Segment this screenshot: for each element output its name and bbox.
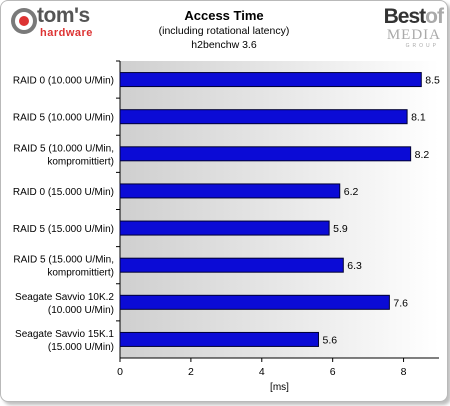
value-label-4: 6.2	[344, 186, 359, 198]
bar-8	[119, 331, 319, 347]
chart-title-block: Access Time (including rotational latenc…	[1, 8, 447, 52]
logo-left-sub: hardware	[40, 27, 93, 39]
toms-hardware-logo: tom's hardware	[7, 3, 113, 43]
category-label-8: Seagate Savvio 15K.1 (15.000 U/Min)	[15, 329, 114, 353]
bar-7	[119, 294, 390, 310]
logo-right-best: Bestof	[383, 5, 444, 28]
bar-chart: 8.5 RAID 0 (10.000 U/Min) 8.1 RAID 5 (10.00…	[13, 60, 440, 393]
value-label-1: 8.5	[425, 75, 440, 87]
logo-right-group: GROUP	[405, 43, 439, 49]
category-label-4: RAID 0 (15.000 U/Min)	[13, 187, 114, 198]
category-label-5: RAID 5 (15.000 U/Min)	[13, 224, 114, 235]
category-label-7: Seagate Savvio 10K.2 (10.000 U/Min)	[15, 292, 114, 316]
value-label-5: 5.9	[333, 223, 348, 235]
chart-subtitle-2: h2benchw 3.6	[191, 39, 257, 51]
x-tick-label-0: 0	[117, 366, 123, 378]
x-tick-label-2: 2	[188, 366, 194, 378]
logo-right-media: MEDIA	[386, 27, 441, 43]
category-label-3: RAID 5 (10.000 U/Min, kompromittiert)	[13, 143, 114, 167]
x-tick-label-6: 6	[330, 366, 336, 378]
bar-3	[119, 146, 412, 162]
plot-area	[120, 61, 439, 358]
toms-hardware-logo-icon	[11, 8, 37, 34]
x-axis-label: [ms]	[270, 382, 289, 393]
value-label-8: 5.6	[322, 334, 337, 346]
logo-left-name: tom's	[37, 4, 90, 27]
chart-subtitle: (including rotational latency)	[158, 25, 290, 37]
category-label-6: RAID 5 (15.000 U/Min, kompromittiert)	[13, 255, 114, 279]
bar-4	[119, 183, 341, 199]
best-of-media-logo: Bestof MEDIA GROUP	[377, 5, 444, 51]
bar-1	[119, 72, 422, 88]
value-label-2: 8.1	[411, 112, 426, 124]
chart-title: Access Time	[184, 8, 264, 23]
bar-2	[119, 109, 408, 125]
bar-6	[119, 257, 344, 273]
bar-5	[119, 220, 330, 236]
x-tick-label-8: 8	[401, 366, 407, 378]
value-label-6: 6.3	[347, 260, 362, 272]
value-label-7: 7.6	[393, 297, 408, 309]
x-tick-label-4: 4	[259, 366, 265, 378]
value-label-3: 8.2	[415, 149, 430, 161]
category-label-1: RAID 0 (10.000 U/Min)	[13, 76, 114, 87]
category-label-2: RAID 5 (10.000 U/Min)	[13, 113, 114, 124]
